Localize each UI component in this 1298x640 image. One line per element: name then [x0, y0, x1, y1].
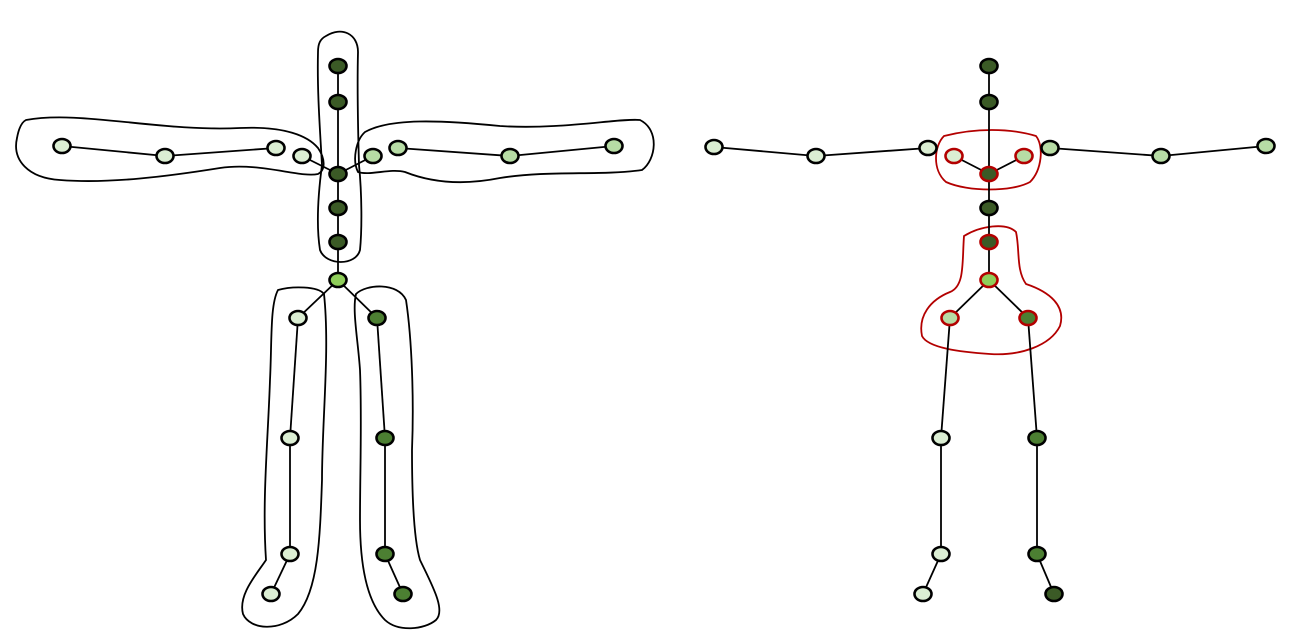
joint-abdomen	[328, 233, 348, 251]
joint-right-foot	[393, 585, 413, 603]
spine-group-outline	[316, 30, 363, 263]
joint-right-shoulder	[388, 139, 408, 157]
left-joints	[52, 57, 624, 603]
right-joints	[704, 57, 1276, 603]
joint-left-knee	[931, 429, 951, 447]
right-leg-group-outline	[353, 285, 441, 630]
right-group-outlines	[920, 129, 1063, 356]
bone-left-hand-forearm	[61, 145, 166, 157]
hip-group-outline	[920, 225, 1063, 356]
bone-left-hand-forearm	[713, 146, 817, 157]
joint-left-ankle	[280, 545, 300, 563]
joint-spine	[979, 199, 999, 217]
joint-neck	[979, 93, 999, 111]
joint-right-hip	[367, 309, 387, 327]
joint-right-foot	[1044, 585, 1064, 603]
joint-right-hand	[604, 137, 624, 155]
bone-pelvis-right-hip	[988, 279, 1029, 319]
bone-left-forearm-upperarm	[164, 147, 277, 157]
joint-head	[328, 57, 348, 75]
joint-chest	[328, 165, 348, 183]
joint-neck	[328, 93, 348, 111]
joint-left-hand	[52, 137, 72, 155]
joint-left-foot	[261, 585, 281, 603]
joint-right-hip	[1018, 309, 1038, 327]
bone-pelvis-left-hip	[949, 279, 990, 319]
bone-right-shoulder-elbow	[397, 147, 511, 157]
joint-left-hip	[288, 309, 308, 327]
joint-left-elbow	[806, 147, 826, 165]
joint-left-ankle	[931, 545, 951, 563]
joint-right-shoulder	[1040, 139, 1060, 157]
joint-right-ankle	[1027, 545, 1047, 563]
joint-left-hand	[704, 138, 724, 156]
joint-left-shoulder	[266, 139, 286, 157]
bone-right-thigh	[1027, 317, 1038, 439]
joint-right-clavicle	[1014, 147, 1034, 165]
bone-left-thigh	[940, 317, 951, 439]
left-skeleton-diagram	[15, 30, 655, 630]
left-arm-group-outline	[15, 116, 325, 182]
right-skeleton-diagram	[704, 57, 1276, 603]
bone-pelvis-left-hip	[297, 279, 339, 319]
bone-right-elbow-hand	[1160, 145, 1267, 157]
joint-left-shoulder	[918, 139, 938, 157]
joint-left-hip	[940, 309, 960, 327]
joint-chest	[979, 165, 999, 183]
shoulder-group-outline	[935, 129, 1042, 191]
joint-left-foot	[913, 585, 933, 603]
joint-abdomen	[979, 233, 999, 251]
joint-left-elbow	[155, 147, 175, 165]
joint-pelvis	[328, 271, 348, 289]
joint-right-ankle	[375, 545, 395, 563]
left-bones	[61, 66, 615, 595]
bone-right-thigh	[376, 317, 386, 439]
joint-spine	[328, 199, 348, 217]
joint-right-clavicle	[363, 147, 383, 165]
joint-head	[979, 57, 999, 75]
joint-left-clavicle	[292, 147, 312, 165]
bone-right-elbow-hand	[509, 145, 615, 157]
bone-left-thigh	[289, 317, 299, 439]
joint-left-knee	[280, 429, 300, 447]
bone-left-forearm-upperarm	[815, 147, 929, 157]
joint-right-elbow	[1151, 147, 1171, 165]
joint-right-knee	[1027, 429, 1047, 447]
left-group-outlines	[15, 30, 655, 630]
joint-right-elbow	[500, 147, 520, 165]
joint-right-hand	[1256, 137, 1276, 155]
joint-pelvis	[979, 271, 999, 289]
joint-right-knee	[375, 429, 395, 447]
right-bones	[713, 66, 1267, 595]
bone-pelvis-right-hip	[337, 279, 378, 319]
bone-right-shoulder-elbow	[1049, 147, 1162, 157]
joint-left-clavicle	[944, 147, 964, 165]
left-leg-group-outline	[241, 286, 328, 628]
right-arm-group-outline	[354, 118, 655, 184]
